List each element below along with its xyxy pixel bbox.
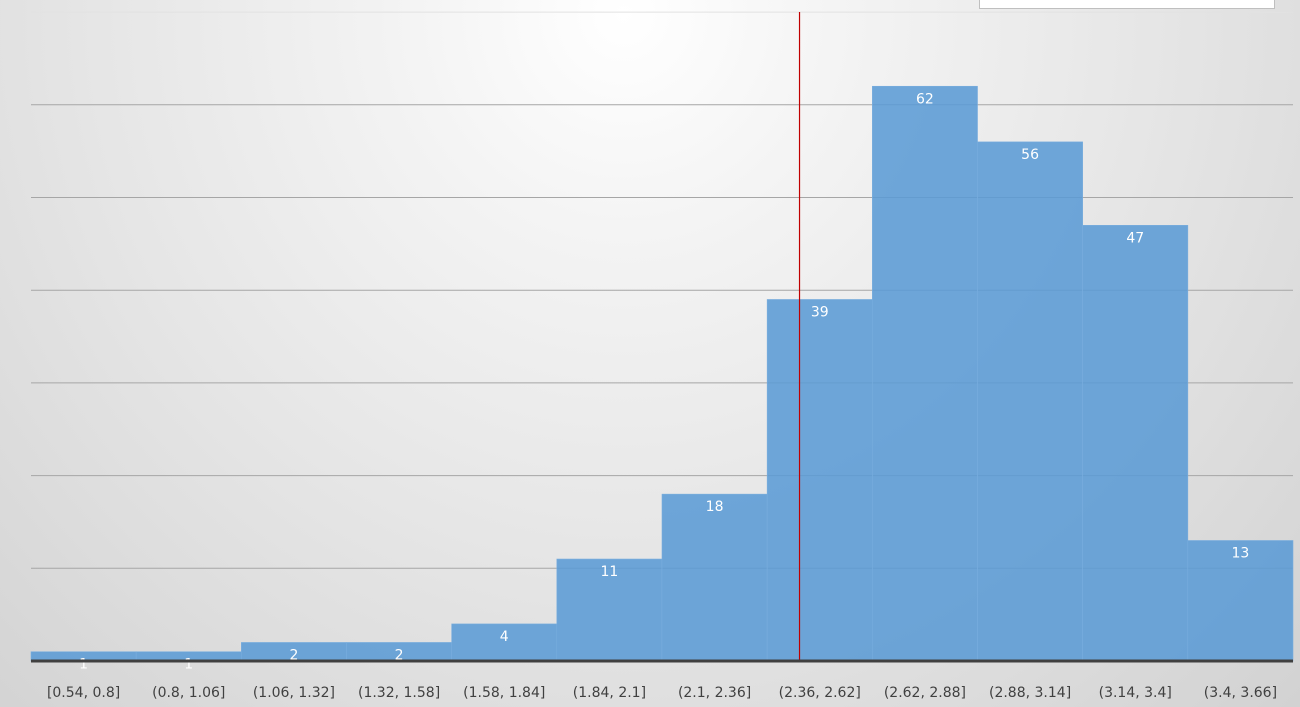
bar-10 bbox=[1082, 225, 1189, 662]
data-label-3: 2 bbox=[395, 647, 404, 663]
data-label-9: 56 bbox=[1021, 147, 1039, 163]
bars bbox=[30, 85, 1294, 662]
bar-11 bbox=[1187, 540, 1294, 662]
data-label-11: 13 bbox=[1232, 545, 1250, 561]
bar-8 bbox=[872, 85, 978, 662]
x-tick-label-11: (3.4, 3.66] bbox=[1204, 685, 1277, 701]
data-label-2: 2 bbox=[289, 647, 298, 663]
x-tick-labels: [0.54, 0.8] (0.8, 1.06] (1.06, 1.32] (1.32,… bbox=[47, 685, 1277, 701]
gridlines bbox=[31, 11, 1293, 569]
bar-5 bbox=[556, 558, 663, 662]
data-label-7: 39 bbox=[811, 304, 829, 320]
data-label-0: 1 bbox=[79, 657, 88, 673]
x-tick-label-8: (2.62, 2.88] bbox=[884, 685, 966, 701]
x-tick-label-4: (1.58, 1.84] bbox=[463, 685, 545, 701]
x-tick-label-6: (2.1, 2.36] bbox=[678, 685, 751, 701]
bar-6 bbox=[661, 493, 768, 662]
data-label-6: 18 bbox=[706, 499, 724, 515]
data-label-5: 11 bbox=[601, 564, 619, 580]
bar-9 bbox=[977, 141, 1083, 662]
bar-4 bbox=[451, 623, 558, 662]
x-tick-label-0: [0.54, 0.8] bbox=[47, 685, 120, 701]
x-tick-label-5: (1.84, 2.1] bbox=[573, 685, 646, 701]
data-label-8: 62 bbox=[916, 91, 934, 107]
data-label-4: 4 bbox=[500, 629, 509, 645]
data-label-1: 1 bbox=[184, 657, 193, 673]
x-tick-label-7: (2.36, 2.62] bbox=[779, 685, 861, 701]
x-tick-label-10: (3.14, 3.4] bbox=[1099, 685, 1172, 701]
x-tick-label-9: (2.88, 3.14] bbox=[989, 685, 1071, 701]
legend-box bbox=[979, 0, 1275, 9]
x-tick-label-3: (1.32, 1.58] bbox=[358, 685, 440, 701]
data-label-10: 47 bbox=[1126, 230, 1144, 246]
bar-7 bbox=[766, 299, 873, 662]
x-tick-label-2: (1.06, 1.32] bbox=[253, 685, 335, 701]
x-tick-label-1: (0.8, 1.06] bbox=[152, 685, 225, 701]
